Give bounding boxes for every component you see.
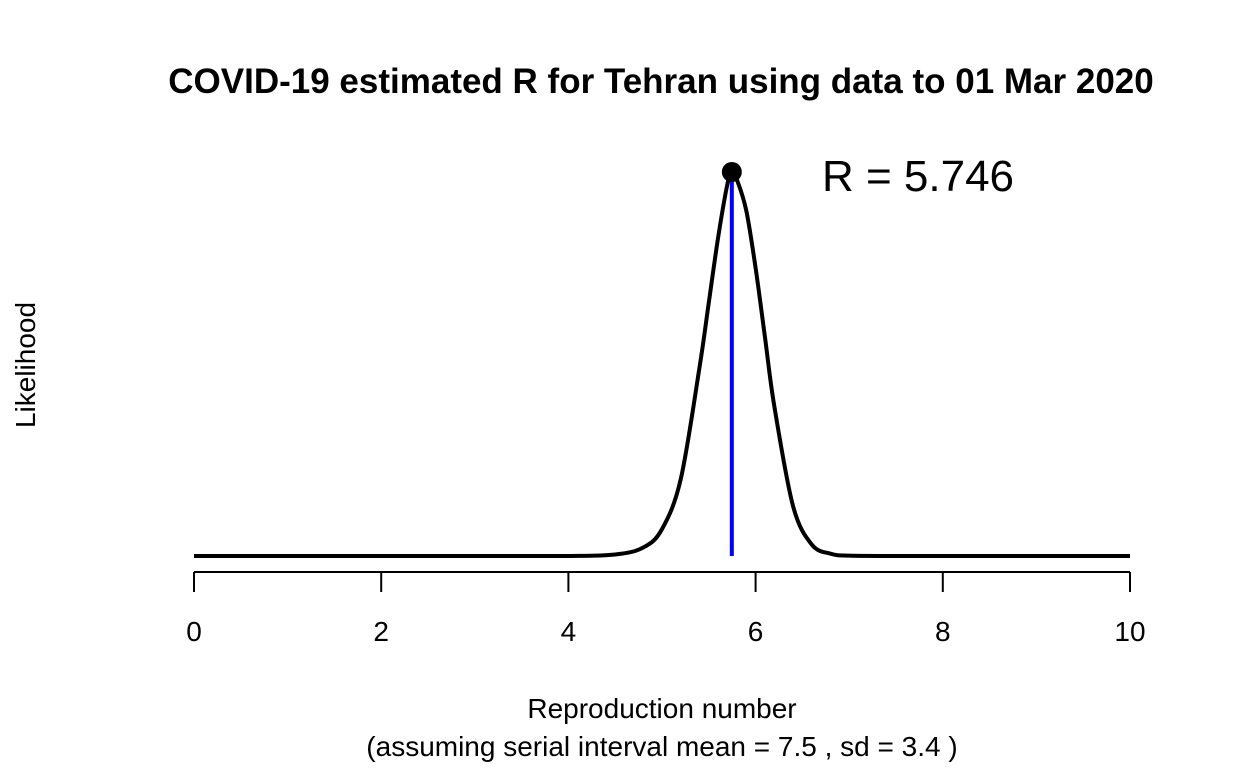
- x-tick-label: 6: [748, 616, 764, 647]
- x-tick-label: 2: [373, 616, 389, 647]
- likelihood-curve: [194, 169, 1130, 559]
- chart-title: COVID-19 estimated R for Tehran using da…: [168, 62, 1153, 101]
- x-axis-title: Reproduction number: [527, 693, 796, 724]
- y-axis-title: Likelihood: [10, 302, 41, 428]
- x-tick-label: 8: [935, 616, 951, 647]
- x-axis-subtitle: (assuming serial interval mean = 7.5 , s…: [366, 731, 957, 762]
- x-tick-label: 4: [561, 616, 577, 647]
- plot-area: [194, 162, 1130, 559]
- x-tick-label: 10: [1114, 616, 1145, 647]
- x-axis: 0 2 4 6 8 10: [186, 571, 1146, 647]
- x-tick-label: 0: [186, 616, 202, 647]
- peak-marker: [721, 162, 742, 182]
- r-estimate-annotation: R = 5.746: [822, 152, 1014, 201]
